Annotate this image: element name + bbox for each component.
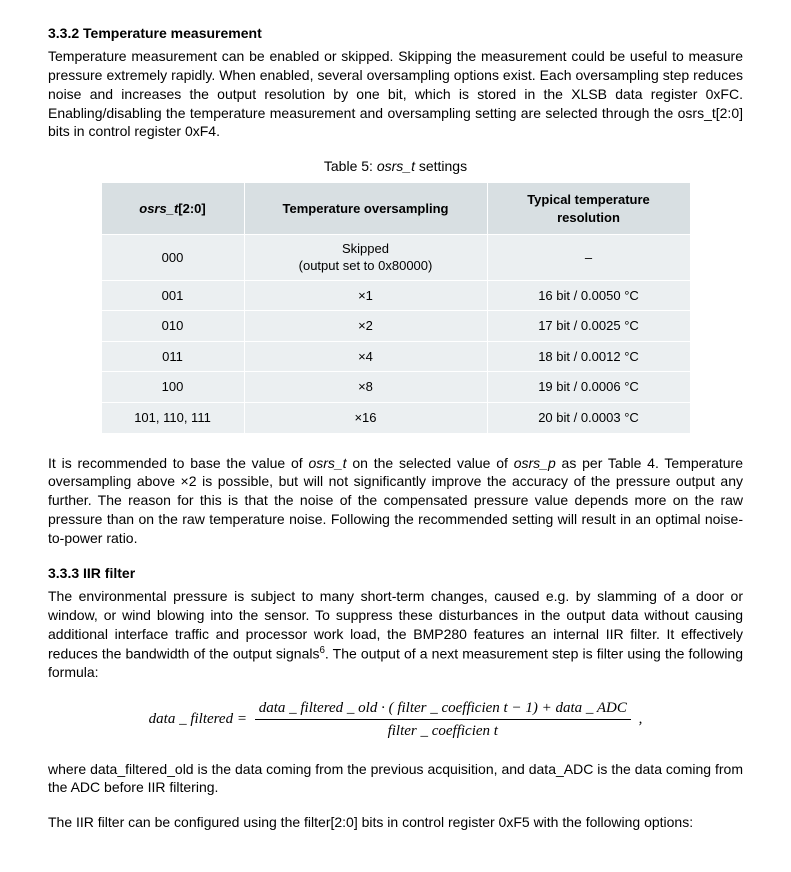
temp-measurement-para: Temperature measurement can be enabled o…	[48, 47, 743, 141]
table-row: 101, 110, 111 ×16 20 bit / 0.0003 °C	[101, 403, 690, 434]
skipped-line-1: Skipped	[261, 241, 471, 257]
cell-resolution: 20 bit / 0.0003 °C	[487, 403, 690, 434]
col-header-resolution: Typical temperature resolution	[487, 183, 690, 235]
formula-numerator: data _ filtered _ old · ( filter _ coeff…	[255, 698, 631, 720]
formula-tail: ,	[639, 711, 643, 727]
table-row: 100 ×8 19 bit / 0.0006 °C	[101, 372, 690, 403]
formula-explain-para: where data_filtered_old is the data comi…	[48, 760, 743, 798]
table-row: 011 ×4 18 bit / 0.0012 °C	[101, 341, 690, 372]
filter-config-para: The IIR filter can be configured using t…	[48, 813, 743, 832]
iir-formula: data _ filtered = data _ filtered _ old …	[48, 698, 743, 742]
table-header-row: osrs_t[2:0] Temperature oversampling Typ…	[101, 183, 690, 235]
cell-resolution: 18 bit / 0.0012 °C	[487, 341, 690, 372]
col-header-osrs: osrs_t[2:0]	[101, 183, 244, 235]
rec-text-b: on the selected value of	[347, 455, 514, 471]
cell-resolution: 19 bit / 0.0006 °C	[487, 372, 690, 403]
cell-osrs: 100	[101, 372, 244, 403]
col-header-oversampling: Temperature oversampling	[244, 183, 487, 235]
cell-oversampling: ×4	[244, 341, 487, 372]
col-header-osrs-suffix: [2:0]	[178, 201, 205, 216]
col-header-osrs-ital: osrs_t	[139, 201, 178, 216]
rec-text-a: It is recommended to base the value of	[48, 455, 308, 471]
section-3-3-3-heading: 3.3.3 IIR filter	[48, 564, 743, 583]
cell-resolution: 17 bit / 0.0025 °C	[487, 311, 690, 342]
table-row: 001 ×1 16 bit / 0.0050 °C	[101, 280, 690, 311]
formula-denominator: filter _ coefficien t	[255, 720, 631, 741]
skipped-line-2: (output set to 0x80000)	[261, 258, 471, 274]
caption-ital: osrs_t	[377, 158, 415, 174]
cell-osrs: 010	[101, 311, 244, 342]
cell-oversampling: ×1	[244, 280, 487, 311]
rec-ital-2: osrs_p	[514, 455, 556, 471]
cell-resolution: 16 bit / 0.0050 °C	[487, 280, 690, 311]
formula-fraction: data _ filtered _ old · ( filter _ coeff…	[255, 698, 631, 742]
cell-oversampling: ×2	[244, 311, 487, 342]
cell-resolution: –	[487, 235, 690, 281]
caption-suffix: settings	[415, 158, 467, 174]
table-5-caption: Table 5: osrs_t settings	[48, 157, 743, 176]
cell-osrs: 101, 110, 111	[101, 403, 244, 434]
section-3-3-2-heading: 3.3.2 Temperature measurement	[48, 24, 743, 43]
cell-oversampling: Skipped (output set to 0x80000)	[244, 235, 487, 281]
cell-oversampling: ×16	[244, 403, 487, 434]
iir-para: The environmental pressure is subject to…	[48, 587, 743, 682]
caption-prefix: Table 5:	[324, 158, 377, 174]
cell-oversampling: ×8	[244, 372, 487, 403]
cell-osrs: 011	[101, 341, 244, 372]
table-row: 010 ×2 17 bit / 0.0025 °C	[101, 311, 690, 342]
cell-osrs: 000	[101, 235, 244, 281]
recommendation-para: It is recommended to base the value of o…	[48, 454, 743, 548]
rec-ital-1: osrs_t	[308, 455, 346, 471]
table-row: 000 Skipped (output set to 0x80000) –	[101, 235, 690, 281]
table-5: osrs_t[2:0] Temperature oversampling Typ…	[101, 182, 691, 433]
formula-lhs: data _ filtered =	[149, 711, 247, 727]
cell-osrs: 001	[101, 280, 244, 311]
